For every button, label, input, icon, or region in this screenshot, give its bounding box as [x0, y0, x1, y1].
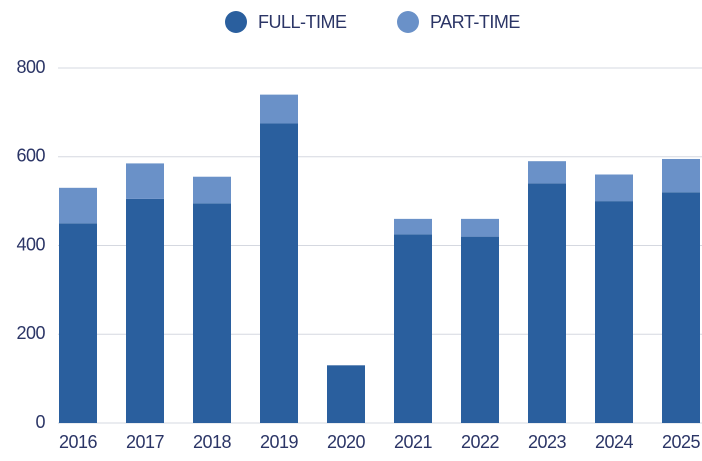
legend-swatch [225, 11, 247, 33]
bar-segment [662, 192, 700, 423]
bar-segment [193, 203, 231, 423]
x-tick-label: 2021 [394, 432, 433, 452]
bar-segment [528, 183, 566, 423]
bar-segment [59, 223, 97, 423]
x-tick-label: 2023 [528, 432, 567, 452]
x-tick-label: 2016 [59, 432, 98, 452]
y-tick-label: 400 [16, 234, 45, 254]
legend-label: FULL-TIME [258, 12, 347, 32]
bar-segment [662, 158, 700, 193]
x-tick-label: 2019 [260, 432, 299, 452]
bar-segment [394, 218, 432, 235]
bar-segment [394, 234, 432, 423]
y-tick-label: 200 [16, 323, 45, 343]
bar-segment [461, 218, 499, 237]
bar-segment [126, 198, 164, 423]
legend-swatch [397, 11, 419, 33]
bar-segment [260, 123, 298, 423]
bar-segment [126, 163, 164, 199]
bar-segment [59, 187, 97, 224]
bar-segment [193, 176, 231, 204]
y-tick-label: 0 [35, 412, 45, 432]
y-tick-label: 800 [16, 57, 45, 77]
legend-label: PART-TIME [430, 12, 520, 32]
x-tick-label: 2025 [662, 432, 701, 452]
bar-segment [595, 174, 633, 202]
x-tick-label: 2018 [193, 432, 232, 452]
bar-segment [461, 236, 499, 423]
bar-segment [528, 161, 566, 184]
y-tick-label: 600 [16, 146, 45, 166]
x-tick-label: 2017 [126, 432, 165, 452]
x-tick-label: 2024 [595, 432, 634, 452]
bar-segment [260, 94, 298, 124]
x-tick-label: 2022 [461, 432, 500, 452]
x-tick-label: 2020 [327, 432, 366, 452]
bar-segment [327, 365, 365, 423]
bar-segment [595, 201, 633, 423]
